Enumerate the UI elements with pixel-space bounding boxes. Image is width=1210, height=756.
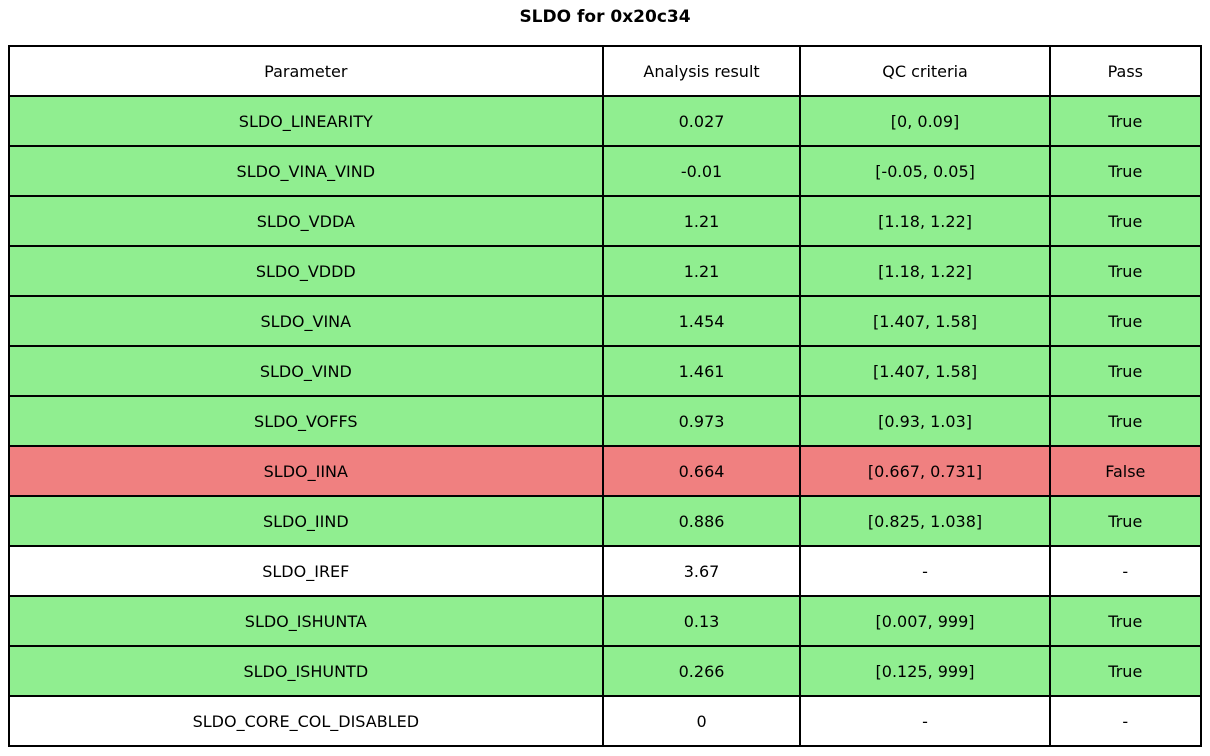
cell-analysis-result: 0.886 <box>601 495 802 547</box>
table-row: SLDO_IREF 3.67 - - <box>8 545 1203 597</box>
figure-title: SLDO for 0x20c34 <box>519 7 691 27</box>
cell-analysis-result: 1.21 <box>601 245 802 297</box>
table-header-row: Parameter Analysis result QC criteria Pa… <box>8 45 1203 97</box>
column-header-pass: Pass <box>1048 45 1203 97</box>
cell-pass: True <box>1048 645 1203 697</box>
cell-analysis-result: 3.67 <box>601 545 802 597</box>
table-row: SLDO_VDDA 1.21 [1.18, 1.22] True <box>8 195 1203 247</box>
cell-qc-criteria: - <box>799 545 1051 597</box>
cell-qc-criteria: [1.407, 1.58] <box>799 295 1051 347</box>
cell-parameter: SLDO_VIND <box>8 345 604 397</box>
cell-pass: True <box>1048 195 1203 247</box>
table-row: SLDO_CORE_COL_DISABLED 0 - - <box>8 695 1203 747</box>
cell-pass: True <box>1048 145 1203 197</box>
column-header-parameter: Parameter <box>8 45 604 97</box>
cell-parameter: SLDO_VINA_VIND <box>8 145 604 197</box>
table-row: SLDO_VINA 1.454 [1.407, 1.58] True <box>8 295 1203 347</box>
cell-qc-criteria: [0.825, 1.038] <box>799 495 1051 547</box>
cell-pass: True <box>1048 345 1203 397</box>
table-row: SLDO_VIND 1.461 [1.407, 1.58] True <box>8 345 1203 397</box>
cell-parameter: SLDO_ISHUNTA <box>8 595 604 647</box>
cell-pass: True <box>1048 245 1203 297</box>
qc-results-table: Parameter Analysis result QC criteria Pa… <box>8 45 1203 747</box>
cell-parameter: SLDO_IREF <box>8 545 604 597</box>
cell-qc-criteria: [0.125, 999] <box>799 645 1051 697</box>
cell-qc-criteria: [0.667, 0.731] <box>799 445 1051 497</box>
cell-pass: False <box>1048 445 1203 497</box>
cell-analysis-result: 0.13 <box>601 595 802 647</box>
cell-analysis-result: 1.461 <box>601 345 802 397</box>
cell-analysis-result: 0.266 <box>601 645 802 697</box>
cell-parameter: SLDO_VINA <box>8 295 604 347</box>
cell-qc-criteria: [1.18, 1.22] <box>799 245 1051 297</box>
cell-pass: True <box>1048 395 1203 447</box>
cell-pass: - <box>1048 545 1203 597</box>
cell-pass: True <box>1048 595 1203 647</box>
cell-parameter: SLDO_IINA <box>8 445 604 497</box>
column-header-qc-criteria: QC criteria <box>799 45 1051 97</box>
cell-qc-criteria: [0.93, 1.03] <box>799 395 1051 447</box>
cell-qc-criteria: - <box>799 695 1051 747</box>
column-header-analysis-result: Analysis result <box>601 45 802 97</box>
cell-qc-criteria: [0.007, 999] <box>799 595 1051 647</box>
table-row: SLDO_ISHUNTA 0.13 [0.007, 999] True <box>8 595 1203 647</box>
cell-qc-criteria: [0, 0.09] <box>799 95 1051 147</box>
cell-qc-criteria: [1.18, 1.22] <box>799 195 1051 247</box>
table-row: SLDO_IIND 0.886 [0.825, 1.038] True <box>8 495 1203 547</box>
cell-analysis-result: 0.027 <box>601 95 802 147</box>
cell-parameter: SLDO_VOFFS <box>8 395 604 447</box>
cell-analysis-result: 0 <box>601 695 802 747</box>
cell-parameter: SLDO_ISHUNTD <box>8 645 604 697</box>
cell-parameter: SLDO_IIND <box>8 495 604 547</box>
table-row: SLDO_IINA 0.664 [0.667, 0.731] False <box>8 445 1203 497</box>
cell-pass: - <box>1048 695 1203 747</box>
cell-qc-criteria: [-0.05, 0.05] <box>799 145 1051 197</box>
table-row: SLDO_VDDD 1.21 [1.18, 1.22] True <box>8 245 1203 297</box>
cell-pass: True <box>1048 95 1203 147</box>
cell-pass: True <box>1048 495 1203 547</box>
cell-parameter: SLDO_LINEARITY <box>8 95 604 147</box>
cell-analysis-result: 1.21 <box>601 195 802 247</box>
cell-analysis-result: -0.01 <box>601 145 802 197</box>
cell-analysis-result: 0.973 <box>601 395 802 447</box>
cell-parameter: SLDO_CORE_COL_DISABLED <box>8 695 604 747</box>
cell-qc-criteria: [1.407, 1.58] <box>799 345 1051 397</box>
table-row: SLDO_ISHUNTD 0.266 [0.125, 999] True <box>8 645 1203 697</box>
cell-parameter: SLDO_VDDA <box>8 195 604 247</box>
table-row: SLDO_VOFFS 0.973 [0.93, 1.03] True <box>8 395 1203 447</box>
cell-parameter: SLDO_VDDD <box>8 245 604 297</box>
cell-analysis-result: 1.454 <box>601 295 802 347</box>
table-row: SLDO_LINEARITY 0.027 [0, 0.09] True <box>8 95 1203 147</box>
table-row: SLDO_VINA_VIND -0.01 [-0.05, 0.05] True <box>8 145 1203 197</box>
cell-pass: True <box>1048 295 1203 347</box>
cell-analysis-result: 0.664 <box>601 445 802 497</box>
